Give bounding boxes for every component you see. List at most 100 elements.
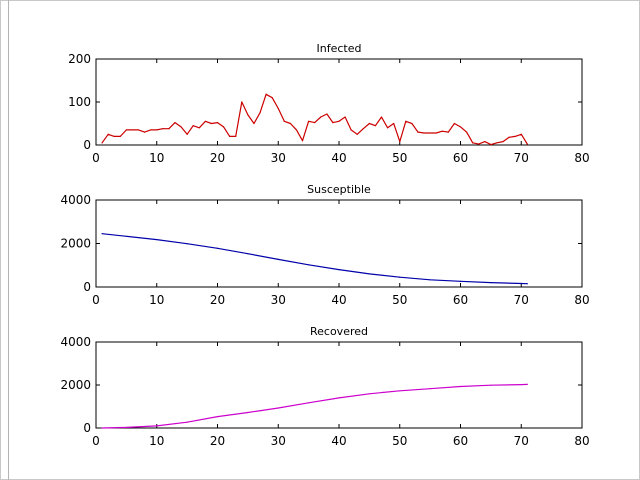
y-tick-label: 0 bbox=[83, 138, 91, 152]
data-point bbox=[380, 116, 383, 118]
x-tick-label: 60 bbox=[453, 151, 468, 165]
data-point bbox=[180, 126, 182, 128]
x-tick-label: 60 bbox=[453, 434, 468, 448]
x-tick-label: 50 bbox=[392, 434, 407, 448]
data-point bbox=[338, 397, 340, 399]
data-point bbox=[156, 129, 158, 131]
data-point bbox=[277, 258, 279, 260]
x-tick-label: 20 bbox=[210, 151, 225, 165]
data-point bbox=[453, 122, 456, 125]
data-point bbox=[459, 385, 462, 388]
x-tick-label: 30 bbox=[271, 434, 286, 448]
series-line bbox=[102, 233, 528, 285]
data-point bbox=[137, 129, 140, 131]
x-tick-label: 0 bbox=[92, 434, 100, 448]
data-point bbox=[101, 427, 103, 429]
data-point bbox=[271, 97, 273, 99]
axes-box bbox=[95, 199, 583, 288]
data-point bbox=[150, 129, 152, 131]
series-line bbox=[102, 383, 528, 429]
data-point bbox=[508, 136, 510, 138]
data-point bbox=[308, 402, 310, 404]
x-tick-label: 80 bbox=[574, 293, 589, 307]
x-tick-label: 70 bbox=[514, 151, 529, 165]
y-tick-label: 4000 bbox=[60, 335, 91, 349]
data-point bbox=[356, 133, 358, 135]
x-tick-label: 30 bbox=[271, 151, 286, 165]
data-point bbox=[490, 143, 492, 146]
x-tick-label: 20 bbox=[210, 434, 225, 448]
data-point bbox=[131, 129, 134, 131]
data-point bbox=[308, 264, 310, 266]
x-tick-label: 0 bbox=[92, 151, 100, 165]
data-point bbox=[320, 116, 322, 118]
data-point bbox=[113, 135, 115, 137]
data-point bbox=[429, 132, 431, 134]
data-point bbox=[429, 279, 431, 281]
x-tick-label: 20 bbox=[210, 293, 225, 307]
data-point bbox=[411, 122, 413, 125]
data-point bbox=[119, 135, 121, 137]
data-point bbox=[465, 131, 468, 133]
y-tick-label: 0 bbox=[83, 280, 91, 294]
x-tick-label: 30 bbox=[271, 293, 286, 307]
x-tick-label: 40 bbox=[331, 434, 346, 448]
data-point bbox=[447, 131, 449, 133]
data-point bbox=[198, 127, 200, 129]
data-point bbox=[520, 282, 522, 285]
data-point bbox=[247, 411, 249, 414]
x-tick-label: 70 bbox=[514, 434, 529, 448]
data-point bbox=[289, 122, 291, 125]
data-point bbox=[490, 282, 492, 284]
x-tick-label: 0 bbox=[92, 293, 100, 307]
x-tick-label: 80 bbox=[574, 151, 589, 165]
x-tick-label: 50 bbox=[392, 151, 407, 165]
data-point bbox=[423, 132, 425, 134]
data-point bbox=[125, 129, 127, 131]
data-point bbox=[156, 425, 158, 427]
data-point bbox=[168, 128, 170, 130]
data-point bbox=[174, 122, 176, 124]
data-point bbox=[192, 125, 194, 127]
data-point bbox=[472, 142, 474, 144]
x-tick-label: 60 bbox=[453, 293, 468, 307]
y-tick-label: 2000 bbox=[60, 378, 91, 392]
data-point bbox=[484, 140, 486, 143]
data-point bbox=[216, 416, 219, 418]
x-tick-label: 70 bbox=[514, 293, 529, 307]
data-point bbox=[314, 122, 316, 124]
x-tick-label: 10 bbox=[149, 293, 164, 307]
series-line bbox=[101, 93, 528, 146]
data-point bbox=[277, 107, 279, 110]
data-point bbox=[295, 129, 298, 131]
data-point bbox=[490, 384, 492, 386]
x-tick-label: 40 bbox=[331, 293, 346, 307]
data-point bbox=[350, 129, 352, 131]
data-point bbox=[186, 243, 188, 245]
data-point bbox=[417, 131, 419, 133]
data-point bbox=[459, 280, 462, 282]
data-point bbox=[405, 120, 407, 122]
data-point bbox=[441, 130, 443, 132]
data-point bbox=[101, 142, 103, 144]
data-point bbox=[326, 113, 328, 115]
data-point bbox=[265, 93, 267, 95]
x-tick-label: 10 bbox=[149, 151, 164, 165]
y-tick-label: 200 bbox=[68, 52, 91, 66]
chart-title: Infected bbox=[317, 42, 362, 55]
subplot-1: Infected 0 10 20 30 40 50 60 70 80 0 100 200 bbox=[68, 42, 590, 165]
data-point bbox=[526, 143, 528, 145]
x-tick-label: 10 bbox=[149, 434, 164, 448]
data-point bbox=[520, 133, 522, 135]
data-point bbox=[459, 126, 462, 128]
data-point bbox=[229, 135, 231, 137]
data-point bbox=[399, 140, 401, 143]
data-point bbox=[204, 120, 206, 122]
data-point bbox=[393, 122, 395, 125]
data-point bbox=[368, 273, 370, 275]
chart-title: Susceptible bbox=[307, 183, 371, 196]
data-point bbox=[478, 143, 480, 145]
data-point bbox=[144, 131, 146, 133]
data-point bbox=[186, 421, 188, 423]
